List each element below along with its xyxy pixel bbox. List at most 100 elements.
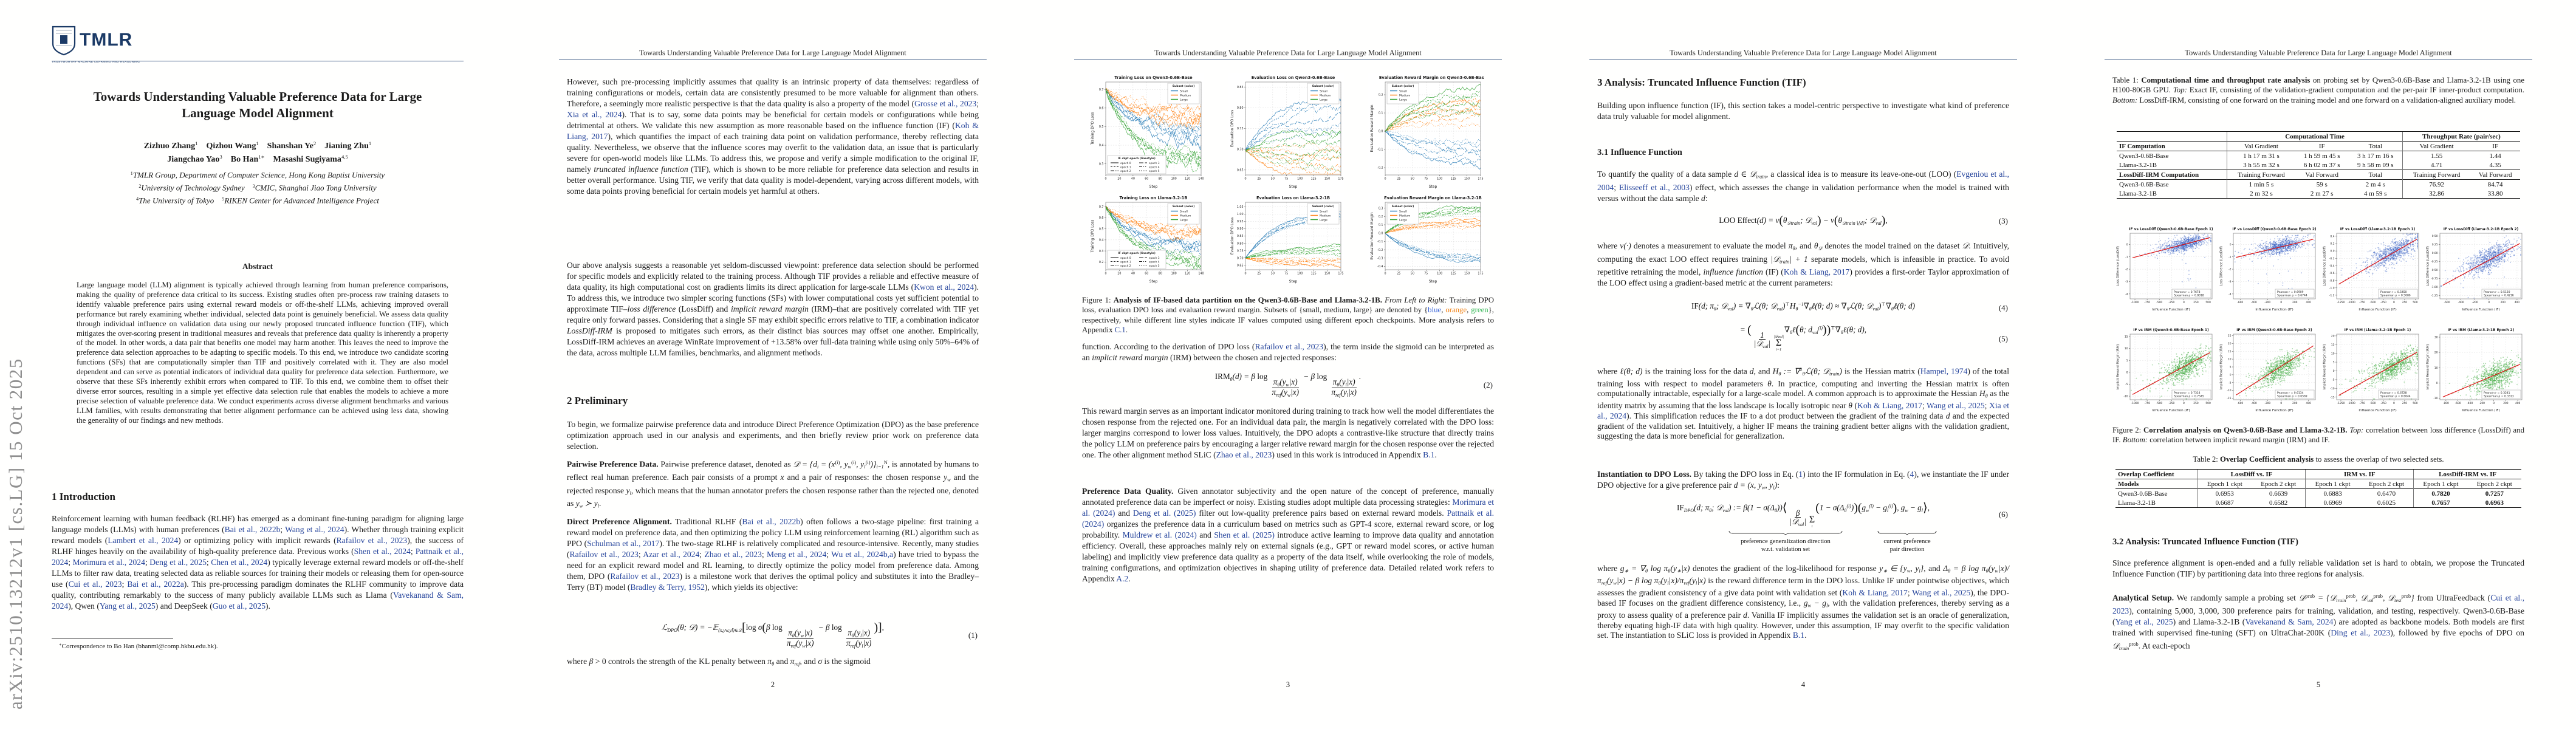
citation-link[interactable]: Wang et al., 2025	[1912, 588, 1971, 598]
citation-link[interactable]: Morimura et al. (2024)	[1082, 498, 1494, 518]
citation-link[interactable]: Guo et al., 2025	[212, 601, 265, 611]
citation-link[interactable]: Kwon et al., 2024	[914, 282, 975, 292]
superscript: 1∗	[258, 154, 265, 160]
citation-link[interactable]: C.1	[1114, 326, 1126, 335]
citation-link[interactable]: Deng et al., 2025	[149, 558, 207, 567]
citation-link[interactable]: A.2	[1116, 574, 1129, 583]
subscript: l	[1919, 567, 1920, 574]
underbrace-icon	[1728, 530, 1843, 536]
svg-text:120: 120	[1185, 272, 1190, 276]
svg-text:0.25: 0.25	[2432, 243, 2438, 247]
citation-link[interactable]: B.1	[1792, 631, 1805, 640]
svg-text:-0.6: -0.6	[2329, 272, 2335, 275]
citation-link[interactable]: Lambert et al., 2024	[108, 536, 179, 545]
text: on probing set by Qwen3-0.6B-Base and Ll…	[2112, 76, 2524, 95]
citation-link[interactable]: Rafailov et al., 2023	[336, 536, 408, 545]
citation-link[interactable]: Morimura et al., 2024	[72, 558, 145, 567]
citation-link[interactable]: Koh & Liang, 2017	[1857, 401, 1922, 411]
citation-link[interactable]: Pattnaik et al., 2024	[52, 547, 464, 567]
text	[316, 142, 324, 151]
svg-text:Step: Step	[1289, 185, 1298, 189]
tmlr-logo: TMLR TRUSTWORTHY MACHINE LEARNING AND RE…	[52, 26, 204, 63]
math-text: , y	[840, 459, 848, 469]
superscript: prob	[2305, 593, 2315, 599]
citation-link[interactable]: Cui et al., 2023	[68, 580, 122, 589]
bold-text: Jianing Zhu	[324, 141, 369, 151]
abstract-heading: Abstract	[242, 262, 273, 271]
math-text: θ	[1814, 241, 1818, 250]
svg-text:-500: -500	[2156, 301, 2162, 304]
svg-text:-1.25: -1.25	[2431, 294, 2438, 298]
citation-link[interactable]: Bai et al., 2022a	[127, 580, 184, 589]
citation-link[interactable]: Yang et al., 2025	[99, 601, 156, 611]
citation-link[interactable]: Bai et al., 2022b	[224, 525, 281, 534]
citation-link[interactable]: Schulman et al., 2017	[587, 539, 660, 548]
citation-link[interactable]: Wu et al., 2024b,a	[831, 550, 894, 559]
citation-link[interactable]: Bradley & Terry, 1952	[630, 583, 705, 592]
citation-link[interactable]: Cui et al., 2023	[2112, 593, 2525, 616]
svg-text:200: 200	[2292, 301, 2298, 304]
svg-text:-0.4: -0.4	[2329, 264, 2335, 268]
equation-6-body: IFDPO(d; πθ; 𝒟val) := β(1 − σ(Δθ))⟨ β |𝒟va…	[1677, 501, 1930, 529]
citation-link[interactable]: Wang et al., 2024	[285, 525, 344, 534]
svg-text:Small: Small	[1399, 89, 1407, 93]
svg-text:40: 40	[1131, 272, 1135, 276]
text: introduce active learning to improve dat…	[1082, 530, 1494, 583]
citation-link[interactable]: Xia et al., 2024	[1597, 401, 2009, 421]
citation-link[interactable]: Chen et al., 2024	[211, 558, 268, 567]
citation-link[interactable]: Wang et al., 2025	[1927, 401, 1985, 411]
citation-link[interactable]: Shen et al., 2024	[354, 547, 411, 556]
text: and	[1115, 508, 1133, 518]
svg-text:125: 125	[1451, 177, 1456, 181]
citation-link[interactable]: Xia et al., 2024	[567, 110, 622, 119]
svg-text:IF vs LossDiff (Qwen3-0.6B-Bas: IF vs LossDiff (Qwen3-0.6B-Base Epoch 1)	[2129, 228, 2213, 231]
text: Building upon influence function (IF), t…	[1597, 101, 2009, 121]
citation-link[interactable]: Koh & Liang, 2017	[567, 121, 979, 141]
subscript: w	[947, 476, 951, 483]
citation-link[interactable]: Muldrew et al. (2024)	[1122, 530, 1197, 539]
svg-text:100: 100	[1171, 177, 1177, 181]
text: where	[567, 657, 589, 666]
citation-link[interactable]: Bai et al., 2022b	[742, 517, 801, 526]
italic-text: The University of Tokyo	[139, 196, 214, 205]
citation-link[interactable]: Pattnaik et al. (2024)	[1082, 508, 1494, 529]
citation-link[interactable]: Evgeniou et al., 2004	[1597, 169, 2009, 192]
citation-link[interactable]: Vavekanand & Sam, 2024	[2245, 617, 2334, 627]
citation-link[interactable]: Yang et al., 2025	[2115, 617, 2173, 627]
text: .	[1434, 450, 1437, 459]
citation-link[interactable]: Rafailov et al., 2023	[1255, 342, 1324, 351]
subscript: θ	[1985, 392, 1988, 399]
citation-link[interactable]: Ding et al., 2023	[2331, 628, 2391, 638]
citation-link[interactable]: Shen et al. (2025)	[1214, 530, 1275, 539]
citation-link[interactable]: B.1	[1423, 450, 1435, 459]
svg-text:Step: Step	[1429, 279, 1437, 284]
svg-text:Medium: Medium	[1399, 214, 1411, 217]
equation-1-tag: (1)	[968, 631, 978, 640]
citation-link[interactable]: 1	[1798, 470, 1803, 479]
citation-link[interactable]: Meng et al., 2024	[767, 550, 827, 559]
bold-text: Masashi Sugiyama	[273, 154, 341, 164]
citation-link[interactable]: Koh & Liang, 2017	[1842, 588, 1908, 598]
text: ;	[206, 558, 211, 567]
citation-link[interactable]: Grosse et al., 2023	[914, 99, 977, 108]
citation-link[interactable]: 4	[1910, 470, 1914, 479]
citation-link[interactable]: Rafailov et al., 2023	[610, 572, 680, 581]
subscript: val	[2367, 597, 2374, 604]
figure2-panel-lossdiff-llama-e1: -1250 -1000 -750 -500 -250 0 250 500 0.4 0.2 0.0 -0…	[2321, 226, 2422, 312]
citation-link[interactable]: Vavekanand & Sam, 2024	[52, 590, 464, 611]
superscript: 5	[222, 196, 225, 202]
citation-link[interactable]: Zhao et al., 2023	[1216, 450, 1272, 459]
text: is the sigmoid	[822, 657, 871, 666]
citation-link[interactable]: Elisseeff et al., 2003	[1619, 182, 1690, 192]
running-header: Towards Understanding Valuable Preferenc…	[1154, 49, 1422, 57]
citation-link[interactable]: Koh & Liang, 2017	[1783, 267, 1850, 277]
citation-link[interactable]: Azar et al., 2024	[643, 550, 700, 559]
subscript: θ	[1668, 567, 1671, 574]
svg-text:20: 20	[1117, 177, 1121, 181]
text: denotes a measurement to evaluate the mo…	[1631, 241, 1789, 250]
svg-text:20: 20	[1117, 272, 1121, 276]
citation-link[interactable]: Deng et al. (2025)	[1132, 508, 1196, 518]
citation-link[interactable]: Hampel, 1974	[1920, 366, 1968, 376]
citation-link[interactable]: Rafailov et al., 2023	[569, 550, 639, 559]
citation-link[interactable]: Zhao et al., 2023	[704, 550, 762, 559]
